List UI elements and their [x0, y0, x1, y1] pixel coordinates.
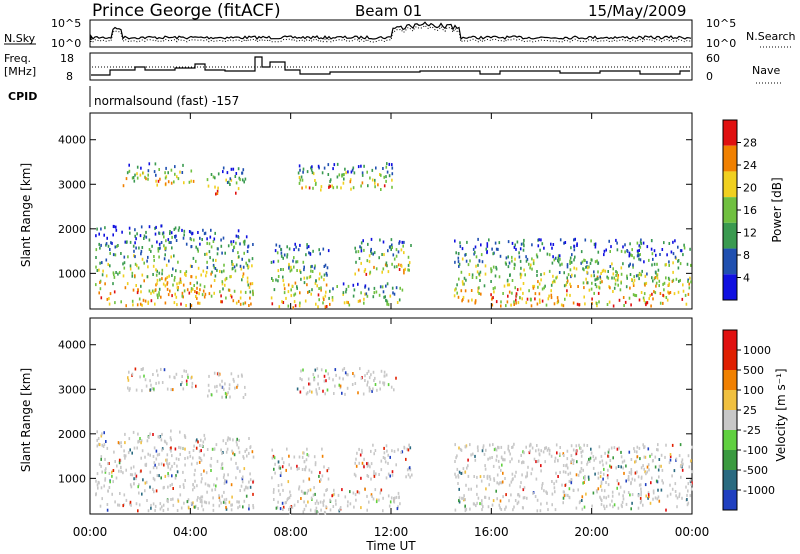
colorbar-segment [723, 197, 737, 223]
x-axis-label: Time UT [365, 539, 416, 553]
noise-right-tick-bottom: 10^0 [706, 37, 736, 50]
nave-label: Nave [752, 64, 780, 77]
y-tick-label: 3000 [58, 383, 86, 396]
velocity-panel-frame [89, 317, 693, 515]
x-tick-label: 16:00 [474, 525, 509, 539]
freq-left-label-2: [MHz] [4, 65, 36, 78]
colorbar-tick-label: -100 [743, 444, 768, 457]
y-tick-label: 2000 [58, 428, 86, 441]
power-colorbar: 28 24 20 16 12 8 4 [722, 119, 757, 301]
colorbar-segment [723, 450, 737, 470]
colorbar-tick-label: 1000 [743, 344, 771, 357]
noise-left-tick-top: 10^5 [51, 17, 81, 30]
colorbar-tick-label: 20 [743, 182, 757, 195]
colorbar-segment [723, 370, 737, 390]
freq-left-tick-top: 18 [60, 52, 74, 65]
x-tick-label: 12:00 [374, 525, 409, 539]
y-tick-label: 4000 [58, 134, 86, 147]
colorbar-segment [723, 248, 737, 275]
freq-right-tick-bottom: 0 [706, 70, 713, 83]
date-title: 15/May/2009 [588, 2, 686, 20]
colorbar-tick-label: 16 [743, 204, 757, 217]
cpid-label: CPID [8, 90, 37, 103]
colorbar-tick-label: 500 [743, 364, 764, 377]
freq-left-tick-bottom: 8 [66, 70, 73, 83]
freq-step-line [91, 56, 690, 76]
colorbar-segment [723, 120, 737, 146]
velocity-y-axis: 4000 3000 2000 1000 [58, 339, 692, 485]
noise-panel-frame [89, 19, 693, 48]
colorbar-segment [723, 171, 737, 198]
y-tick-label: 3000 [58, 178, 86, 191]
colorbar-segment [723, 490, 737, 510]
beam-title: Beam 01 [355, 2, 422, 20]
y-tick-label: 2000 [58, 223, 86, 236]
colorbar-segment [723, 145, 737, 172]
x-tick-label: 00:00 [675, 525, 710, 539]
freq-panel-frame [89, 52, 693, 81]
freq-right-tick-top: 60 [706, 52, 720, 65]
colorbar-segment [723, 410, 737, 430]
freq-left-label-1: Freq. [4, 52, 31, 65]
noise-left-tick-bottom: 10^0 [51, 37, 81, 50]
colorbar-segment [723, 330, 737, 350]
colorbar-segment [723, 274, 737, 300]
y-tick-label: 1000 [58, 472, 86, 485]
colorbar-tick-label: 28 [743, 137, 757, 150]
time-x-axis: 00:00 04:00 08:00 12:00 16:00 20:00 00:00 [73, 113, 710, 539]
power-ylabel: Slant Range [km] [19, 163, 33, 267]
x-tick-label: 08:00 [273, 525, 308, 539]
noise-sky-line [90, 21, 692, 41]
colorbar-tick-label: -25 [743, 424, 761, 437]
power-colorbar-label: Power [dB] [770, 177, 784, 242]
velocity-ylabel: Slant Range [km] [19, 368, 33, 472]
power-y-axis: 4000 3000 2000 1000 [58, 134, 692, 280]
colorbar-segment [723, 430, 737, 450]
colorbar-segment [723, 470, 737, 490]
velocity-colorbar: 1000 500 100 25 -25 -100 -500 -1000 [722, 329, 775, 511]
colorbar-tick-label: 4 [743, 272, 750, 285]
colorbar-segment [723, 350, 737, 370]
colorbar-tick-label: 100 [743, 384, 764, 397]
colorbar-tick-label: -1000 [743, 484, 775, 497]
power-data-layer [95, 162, 692, 310]
velocity-colorbar-label: Velocity [m s⁻¹] [774, 368, 788, 461]
x-tick-label: 04:00 [173, 525, 208, 539]
noise-search-line [90, 24, 692, 43]
colorbar-tick-label: 24 [743, 159, 757, 172]
station-title: Prince George (fitACF) [92, 1, 281, 21]
noise-left-label: N.Sky [4, 32, 36, 45]
colorbar-tick-label: -500 [743, 464, 768, 477]
colorbar-tick-label: 12 [743, 227, 757, 240]
velocity-data-layer [95, 367, 694, 515]
colorbar-tick-label: 25 [743, 404, 757, 417]
y-tick-label: 4000 [58, 339, 86, 352]
colorbar-segment [723, 222, 737, 249]
colorbar-segment [723, 390, 737, 410]
noise-right-label: N.Search [746, 30, 796, 43]
y-tick-label: 1000 [58, 267, 86, 280]
noise-right-tick-top: 10^5 [706, 17, 736, 30]
colorbar-tick-label: 8 [743, 249, 750, 262]
x-tick-label: 00:00 [73, 525, 108, 539]
x-tick-label: 20:00 [574, 525, 609, 539]
cpid-text: normalsound (fast) -157 [94, 94, 239, 108]
